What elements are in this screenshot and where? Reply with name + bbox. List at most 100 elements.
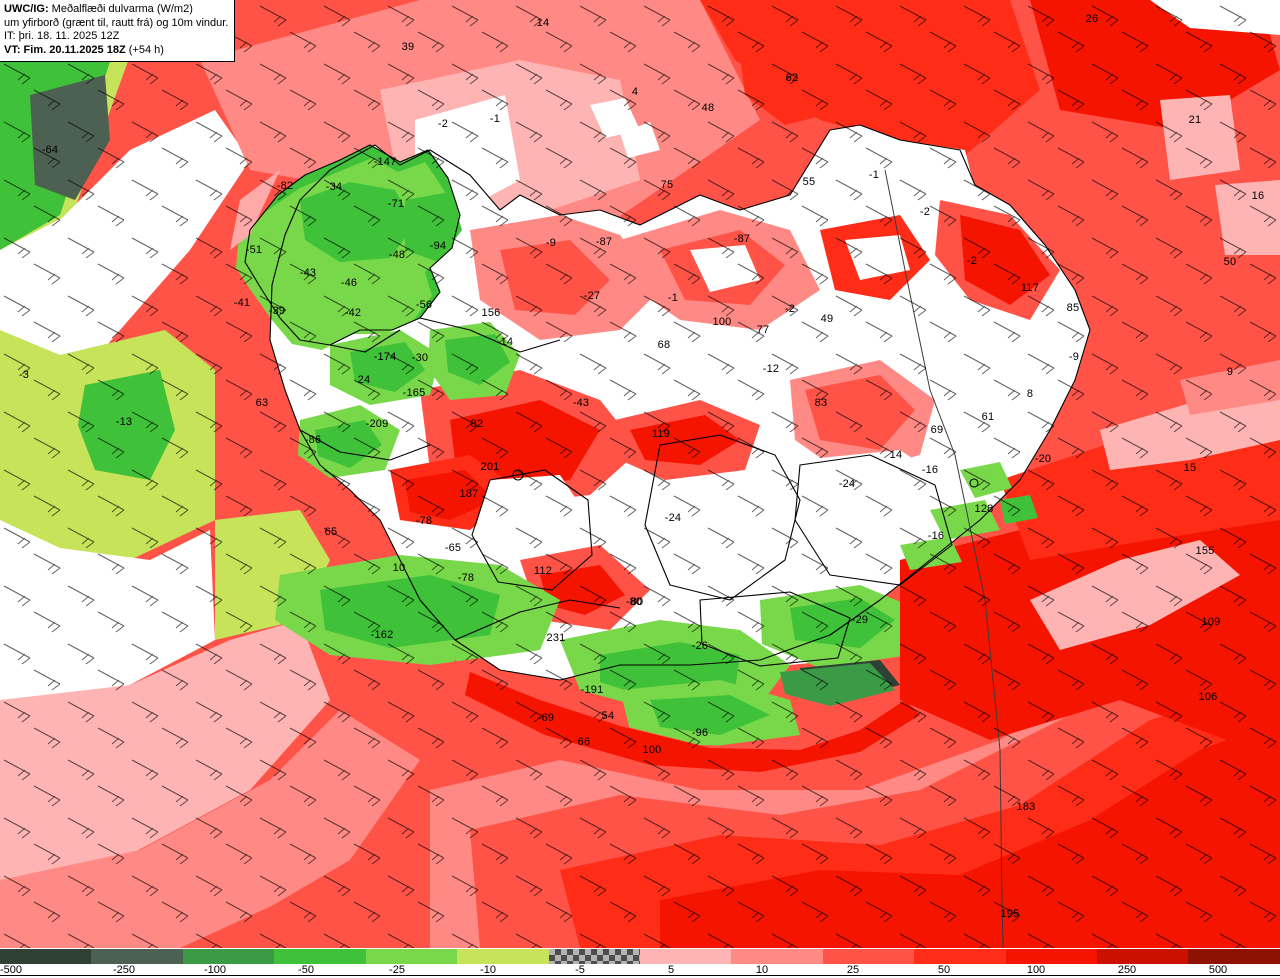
contour-value-label: -20 [1034, 453, 1052, 465]
valid-time-value: Fim. 20.11.2025 18Z [20, 43, 126, 56]
contour-value-label: 155 [1195, 545, 1215, 557]
contour-value-label: 50 [1223, 256, 1237, 268]
colorbar-tick: -250 [112, 964, 136, 976]
contour-value-label: 80 [630, 596, 644, 608]
colorbar-segment[interactable] [274, 949, 366, 964]
contour-value-label: 14 [536, 17, 550, 29]
colorbar-segment[interactable] [731, 949, 823, 964]
contour-value-label: 62 [785, 72, 799, 84]
title-line-valid-time: VT: Fim. 20.11.2025 18Z (+54 h) [4, 44, 228, 58]
contour-value-label: 106 [1198, 691, 1218, 703]
contour-value-label: -42 [344, 307, 362, 319]
contour-value-label: 85 [1066, 302, 1080, 314]
contour-value-label: -165 [402, 387, 426, 399]
contour-value-label: 48 [701, 102, 715, 114]
title-info-box: UWC/IG: Meðalflæði dulvarma (W/m2) um yf… [0, 0, 236, 62]
contour-value-label: 26 [1085, 13, 1099, 25]
contour-value-label: -16 [921, 464, 939, 476]
contour-value-label: 55 [802, 176, 816, 188]
colorbar-segment[interactable] [365, 949, 458, 964]
contour-value-label: 128 [974, 503, 994, 515]
contour-value-label: -41 [233, 297, 251, 309]
contour-value-label: 183 [1016, 801, 1036, 813]
contour-value-label: 39 [401, 41, 415, 53]
contour-value-label: 63 [255, 397, 269, 409]
contour-value-label: 61 [981, 411, 995, 423]
contour-value-label: 24 [357, 374, 371, 386]
contour-value-label: -9 [545, 237, 557, 249]
contour-value-label: -13 [115, 416, 133, 428]
contour-value-label: -48 [388, 249, 406, 261]
contour-value-label: 66 [577, 736, 591, 748]
contour-value-label: -51 [245, 244, 263, 256]
weather-map-canvas[interactable]: -64 -3 -13 -82 -34 -147 -71 -94 -51 -43 -46 -48 -41-… [0, 0, 1280, 948]
colorbar-segment[interactable] [1188, 949, 1280, 964]
colorbar-tick: -500 [0, 964, 23, 976]
contour-value-label: -2 [966, 255, 978, 267]
colorbar-tick: -10 [480, 964, 496, 976]
colorbar-baseline [0, 975, 1280, 976]
contour-value-label: -1 [868, 169, 880, 181]
contour-value-label: -96 [691, 727, 709, 739]
contour-value-label: -191 [580, 684, 604, 696]
colorbar-segment[interactable] [91, 949, 183, 964]
contour-value-label: 119 [651, 428, 671, 440]
contour-value-label: -24 [838, 478, 856, 490]
colorbar-tick: 25 [846, 964, 860, 976]
colorbar-strip[interactable] [0, 949, 1280, 964]
contour-value-label: 112 [533, 565, 553, 577]
contour-value-label: -209 [365, 418, 389, 430]
colorbar-segment[interactable] [182, 949, 275, 964]
contour-value-label: -2 [919, 206, 931, 218]
contour-value-label: 100 [712, 316, 732, 328]
colorbar-tick: 50 [937, 964, 951, 976]
valid-time-label: VT: [4, 43, 21, 56]
contour-value-label: -24 [664, 512, 682, 524]
colorbar-tick: -50 [298, 964, 314, 976]
contour-value-label: 156 [481, 307, 501, 319]
contour-value-label: 83 [814, 397, 828, 409]
contour-value-label: -12 [762, 363, 780, 375]
colorbar-tick: 250 [1117, 964, 1137, 976]
contour-value-label: -26 [691, 640, 709, 652]
contour-value-label: 49 [820, 313, 834, 325]
colorbar-segment[interactable] [457, 949, 549, 964]
colorbar-segment[interactable] [0, 949, 92, 964]
valid-time-lead: (+54 h) [125, 43, 164, 56]
contour-value-label: -27 [583, 290, 601, 302]
colorbar-tick: -100 [203, 964, 227, 976]
contour-value-label: -162 [370, 629, 394, 641]
colorbar-segment[interactable] [548, 949, 640, 964]
contour-value-label: 14 [889, 449, 903, 461]
colorbar-segment[interactable] [639, 949, 732, 964]
contour-value-label: 231 [546, 632, 566, 644]
contour-value-label: -78 [457, 572, 475, 584]
contour-value-label: -65 [444, 542, 462, 554]
contour-value-label: -86 [304, 434, 322, 446]
colorbar-segment[interactable] [1005, 949, 1098, 964]
contour-value-label: -9 [1068, 351, 1080, 363]
contour-value-label: 4 [631, 86, 639, 98]
colorbar-segment[interactable] [914, 949, 1006, 964]
contour-value-label: -14 [496, 336, 514, 348]
contour-value-label: -71 [387, 198, 405, 210]
contour-value-label: -30 [411, 352, 429, 364]
contour-value-label: 9 [1226, 366, 1234, 378]
contour-value-label: -64 [41, 144, 59, 156]
contour-value-label: 100 [642, 744, 662, 756]
contour-value-label: -34 [325, 181, 343, 193]
contour-value-label: 8 [1026, 388, 1034, 400]
contour-value-label: -87 [733, 233, 751, 245]
colorbar-segment[interactable] [1097, 949, 1189, 964]
contour-value-label: -1 [489, 113, 501, 125]
contour-value-label: -39 [268, 305, 286, 317]
contour-value-label: -46 [340, 277, 358, 289]
contour-value-label: 16 [1251, 190, 1265, 202]
contour-value-label: 117 [1020, 282, 1040, 294]
colorbar-tick: 100 [1026, 964, 1046, 976]
init-time-label: IT: [4, 30, 16, 42]
colorbar-segment[interactable] [822, 949, 915, 964]
contour-value-label: 68 [657, 339, 671, 351]
init-time-value: þri. 18. 11. 2025 12Z [15, 30, 120, 42]
contour-value-label: 75 [660, 179, 674, 191]
